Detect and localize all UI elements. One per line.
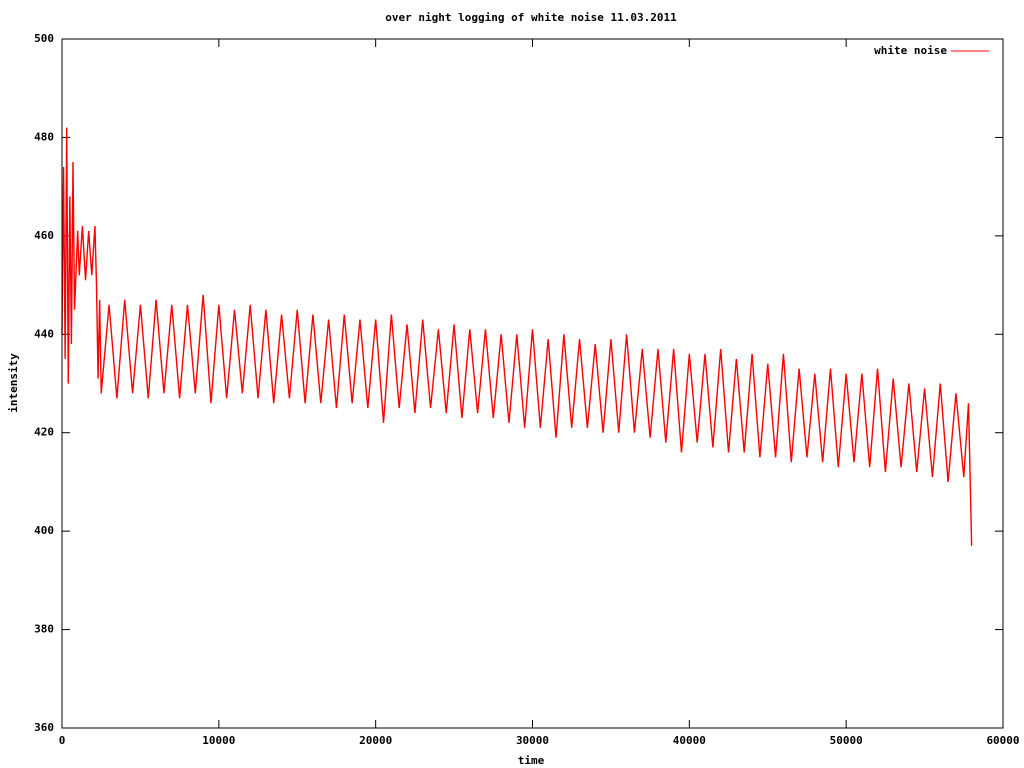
x-tick-label: 50000 bbox=[830, 734, 863, 747]
y-tick-label: 380 bbox=[34, 623, 54, 636]
x-tick-label: 40000 bbox=[673, 734, 706, 747]
legend-label: white noise bbox=[874, 44, 947, 57]
plot-frame bbox=[61, 38, 1004, 729]
x-tick-label: 10000 bbox=[202, 734, 235, 747]
x-tick-label: 20000 bbox=[359, 734, 392, 747]
data-line bbox=[61, 127, 973, 546]
y-tick-label: 420 bbox=[34, 426, 54, 439]
x-axis-label: time bbox=[518, 754, 545, 767]
y-axis-label: intensity bbox=[7, 353, 20, 413]
y-tick-label: 480 bbox=[34, 130, 54, 143]
chart-title: over night logging of white noise 11.03.… bbox=[385, 11, 677, 24]
y-tick-label: 460 bbox=[34, 229, 54, 242]
x-tick-label: 60000 bbox=[986, 734, 1019, 747]
y-tick-label: 360 bbox=[34, 721, 54, 734]
y-tick-label: 440 bbox=[34, 327, 54, 340]
y-tick-label: 500 bbox=[34, 32, 54, 45]
x-tick-label: 0 bbox=[59, 734, 66, 747]
y-tick-label: 400 bbox=[34, 524, 54, 537]
x-tick-label: 30000 bbox=[516, 734, 549, 747]
